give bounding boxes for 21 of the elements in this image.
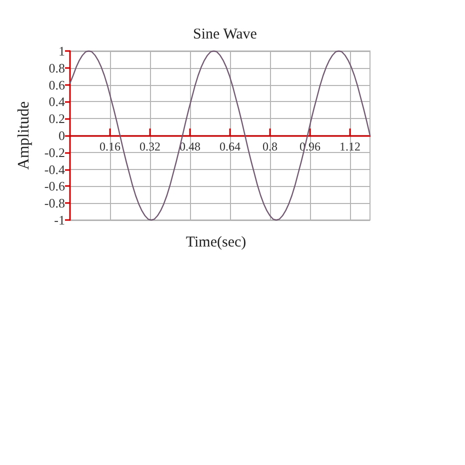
x-tick-label: 0.64 [220, 140, 240, 154]
y-tick-label: -0.8 [44, 196, 65, 211]
chart-title: Sine Wave [193, 26, 258, 42]
y-tick-label: 0.6 [48, 77, 66, 92]
y-tick-label: -0.2 [44, 144, 65, 160]
x-tick-label: 0.32 [140, 140, 160, 154]
y-axis-title: Amplitude [16, 101, 32, 170]
y-tick-label: 1 [58, 44, 65, 58]
x-tick-label: 0.48 [180, 140, 200, 154]
x-axis-title: Time(sec) [186, 234, 246, 250]
line-series [69, 50, 371, 221]
y-tick-label: -1 [54, 212, 65, 228]
y-tick-label: 0 [58, 128, 65, 143]
x-tick-label: 0.8 [262, 140, 278, 154]
y-tick-label: 0.2 [48, 111, 65, 126]
y-tick-label: -0.6 [44, 178, 66, 194]
x-tick-label: 1.12 [340, 140, 360, 154]
y-tick-label: 0.4 [48, 94, 66, 110]
x-tick-label: 0.16 [100, 140, 120, 154]
y-tick-label: -0.4 [44, 162, 66, 177]
y-tick-label: 0.8 [48, 60, 65, 76]
